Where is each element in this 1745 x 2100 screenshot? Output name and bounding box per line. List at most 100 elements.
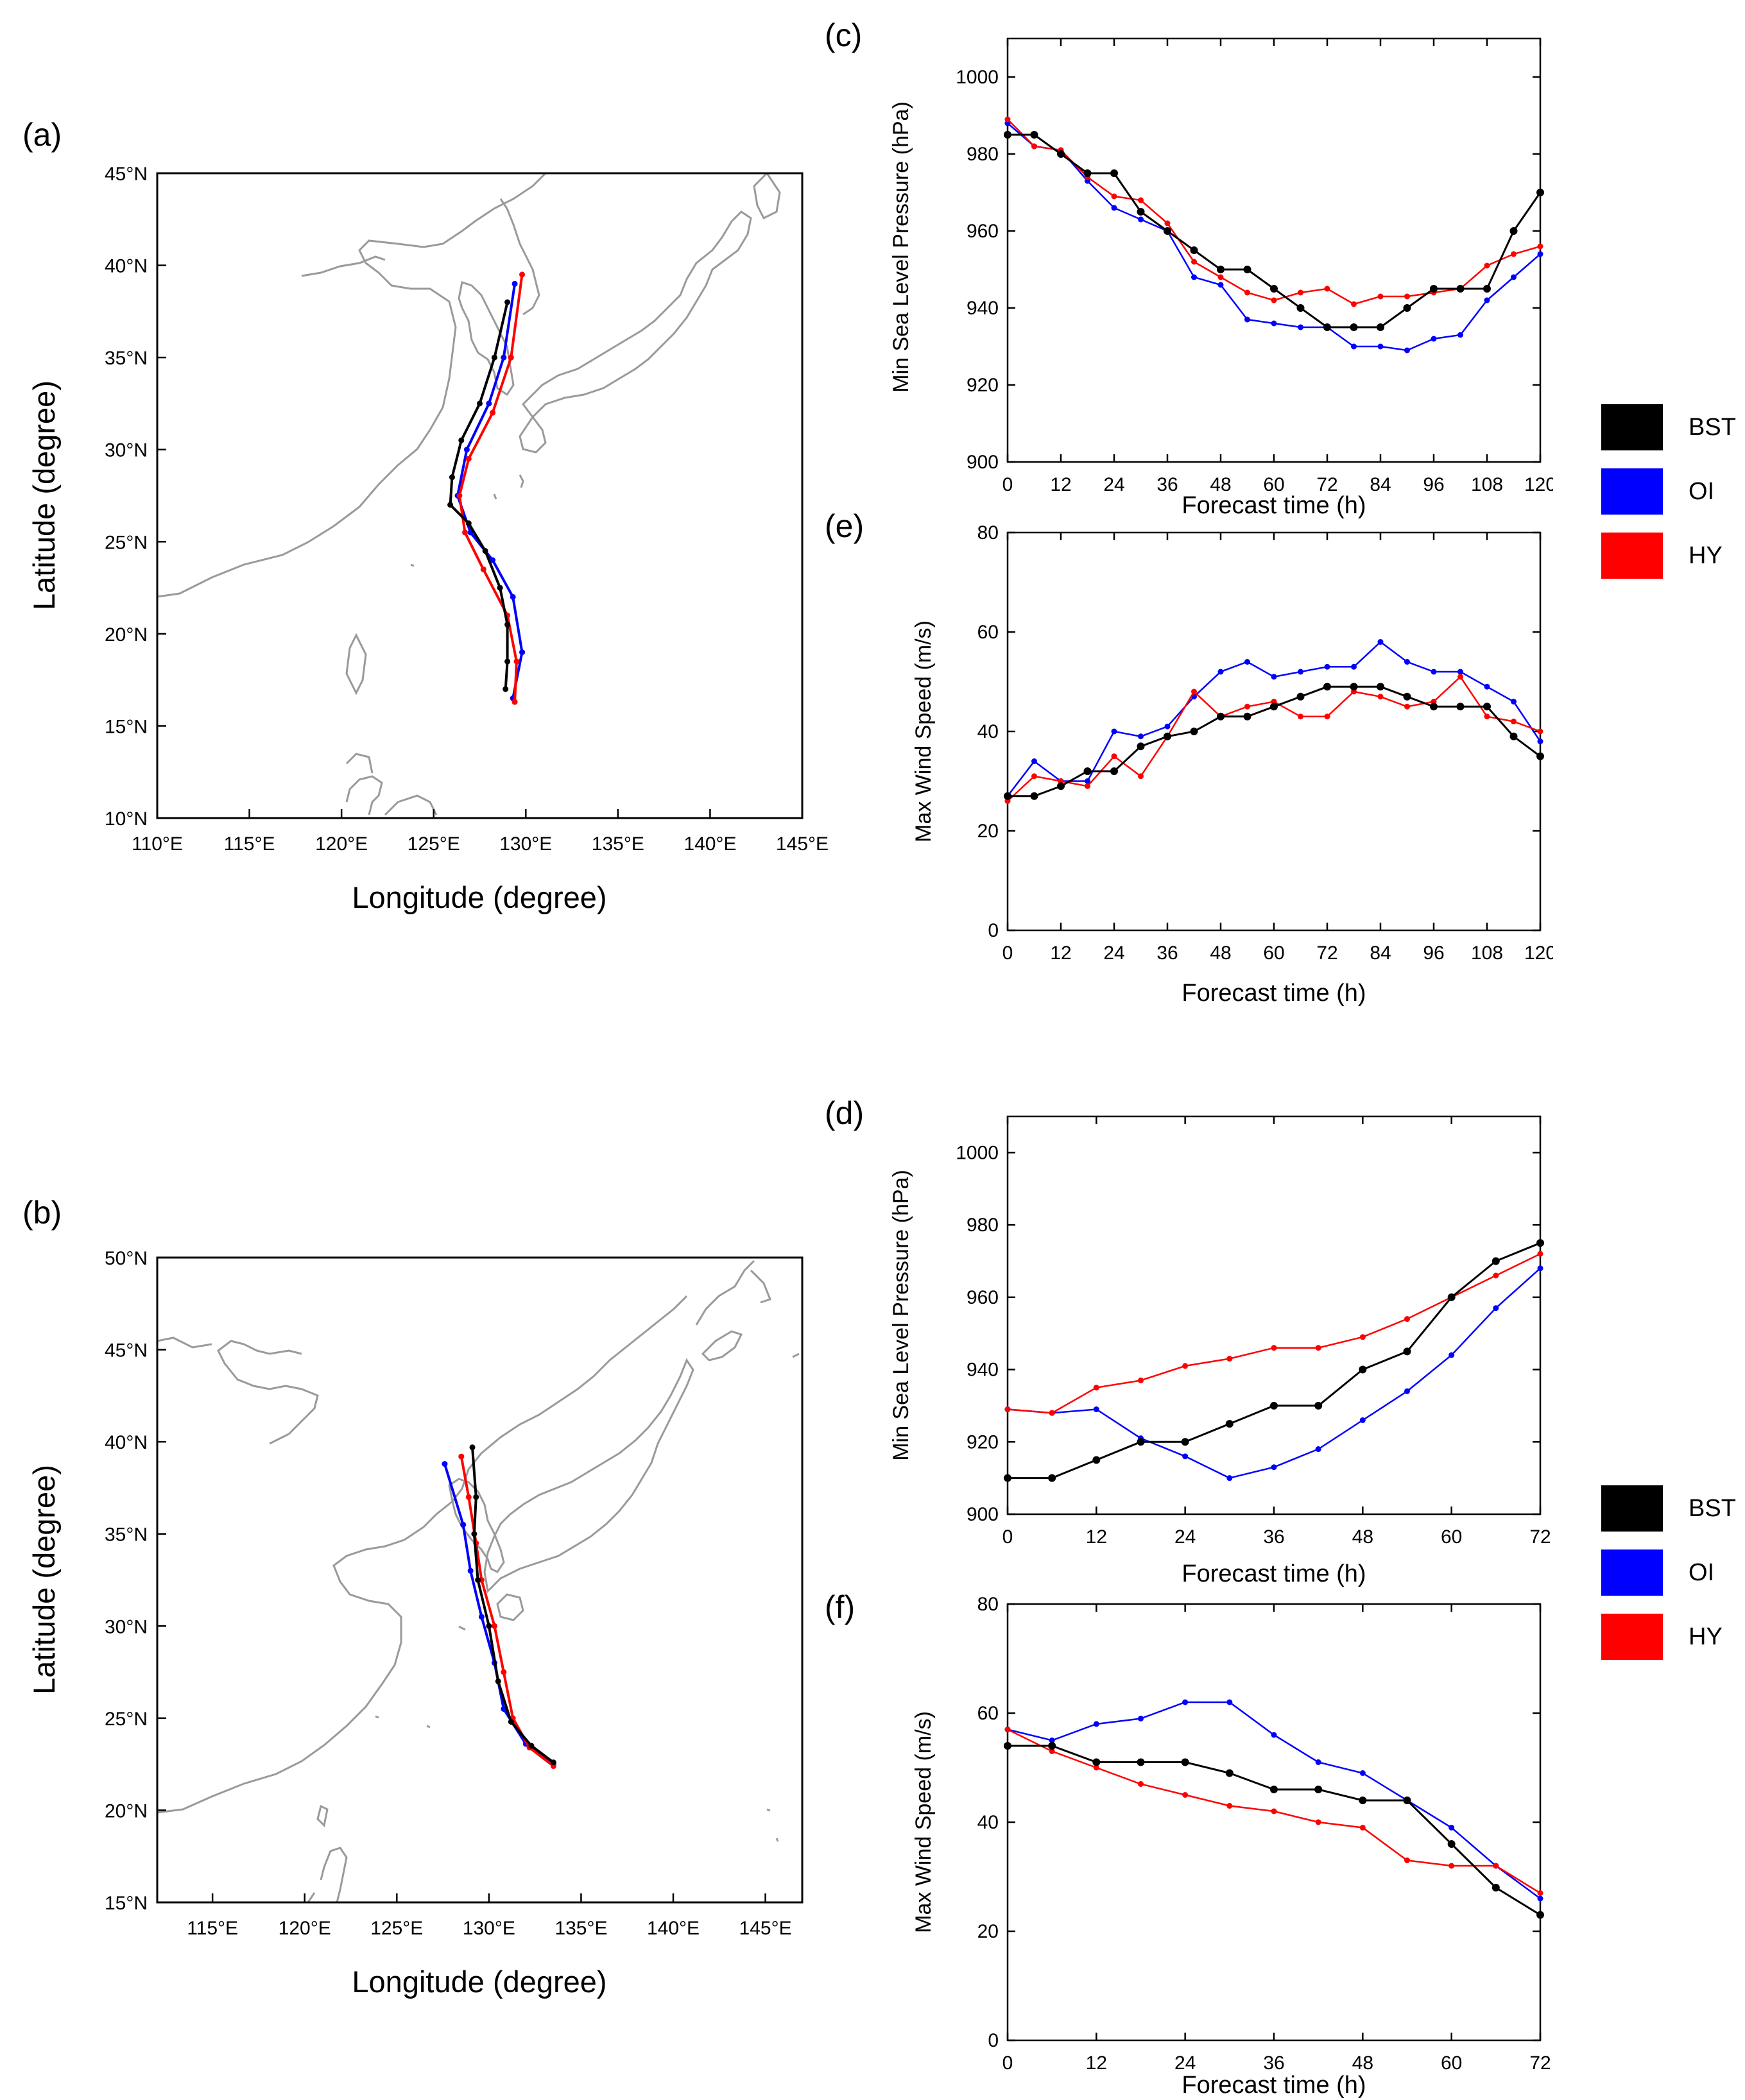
track-point-oi [463,447,470,453]
data-point-oi [1457,332,1463,338]
ytick-label-e: 0 [988,920,999,941]
data-point-bst [1190,246,1198,254]
ytick-label-b: 30°N [105,1616,148,1637]
track-point-oi [460,1521,467,1528]
plot-frame-e [1006,531,1542,932]
data-point-bst [1004,792,1011,800]
legend-swatch-oi [1601,468,1663,515]
xtick-label-b: 115°E [187,1918,238,1939]
data-point-bst [1403,692,1411,701]
xtick-label-a: 120°E [315,833,368,855]
data-point-oi [1351,663,1357,670]
track-point-hy [511,699,518,705]
track-point-oi [478,1614,485,1620]
tracks-a [447,271,526,705]
track-point-oi [519,649,526,656]
xlabel-a: Longitude (degree) [352,880,606,914]
data-point-oi [1271,320,1277,327]
data-point-bst [1030,792,1038,800]
data-point-bst [1403,1347,1411,1356]
data-point-bst [1536,752,1544,760]
data-point-bst [1243,712,1251,721]
data-point-hy [1404,1857,1410,1863]
data-point-oi [1431,336,1437,342]
data-point-oi [1271,1732,1277,1738]
data-point-hy [1191,259,1197,265]
xtick-label-b: 125°E [370,1918,423,1939]
series-line-oi-d [1007,1267,1541,1479]
xtick-label-a: 140°E [683,833,736,855]
xtick-label-f: 36 [1263,2053,1284,2074]
data-point-oi [1138,1716,1144,1721]
track-point-hy [513,658,520,665]
data-point-hy [1298,713,1303,720]
data-point-bst [1403,1797,1411,1804]
data-point-hy [1271,1808,1277,1814]
track-point-hy [465,456,472,462]
ytick-label-f: 80 [977,1594,999,1615]
ytick-label-a: 40°N [105,256,148,277]
data-point-bst [1217,266,1225,273]
data-point-bst [1350,683,1358,691]
data-point-oi [1182,1453,1189,1460]
data-point-bst [1447,1840,1456,1848]
data-point-oi [1359,1417,1366,1423]
data-point-oi [1315,1759,1321,1765]
ytick-label-b: 50°N [105,1248,148,1269]
series-c [1004,116,1544,354]
data-point-oi [1138,216,1144,223]
coastlines-a [157,173,781,816]
track-point-bst [449,474,455,481]
data-point-oi [1377,343,1384,350]
track-point-oi [501,1706,507,1712]
data-point-oi [1324,663,1330,670]
data-point-hy [1537,1251,1543,1257]
xtick-label-a: 130°E [499,833,552,855]
xtick-label-e: 36 [1156,943,1178,964]
data-point-oi [1111,205,1117,211]
chart-panel-e: 0 12 24 36 48 60 72 84 96 108 120 0 20 40 60 80 Forecas… [911,522,1553,1007]
data-point-oi [1111,728,1117,735]
data-point-hy [1244,703,1250,710]
xtick-label-e: 24 [1103,943,1124,964]
data-point-oi [1448,1352,1455,1358]
data-point-oi [1377,639,1384,645]
track-point-hy [490,409,496,416]
data-point-oi [1244,316,1250,323]
data-point-hy [1271,1345,1277,1351]
data-point-bst [1296,304,1305,312]
data-point-oi [1271,674,1277,680]
data-point-hy [1004,1727,1011,1732]
ytick-label-c: 980 [967,144,999,165]
ytick-label-c: 900 [967,452,999,473]
data-point-hy [1351,301,1357,307]
track-point-bst [471,1531,477,1537]
data-point-hy [1085,783,1090,789]
ytick-label-b: 45°N [105,1340,148,1362]
data-point-hy [1004,1406,1011,1413]
data-point-hy [1164,220,1171,226]
track-point-oi [510,593,516,600]
data-point-bst [1323,323,1331,331]
data-point-oi [1359,1770,1366,1776]
xtick-label-e: 72 [1316,943,1337,964]
xtick-label-b: 140°E [647,1918,700,1939]
track-point-oi [511,280,518,287]
track-point-bst [447,502,454,508]
legend-item-bst-2: BST [1601,1485,1736,1532]
data-point-oi [1537,1895,1543,1902]
xtick-label-f: 48 [1352,2053,1373,2074]
legend-item-bst: BST [1601,404,1736,450]
data-point-hy [1377,694,1384,700]
track-point-bst [477,400,483,407]
track-point-bst [504,658,511,665]
data-point-hy [1493,1863,1499,1869]
data-point-bst [1217,712,1225,721]
legend-label-bst-2: BST [1689,1494,1736,1522]
data-point-bst [1270,285,1278,293]
ylabel-a: Latitude (degree) [27,380,61,610]
xtick-label-a: 125°E [408,833,460,855]
track-point-bst [465,520,472,527]
data-point-oi [1298,324,1303,330]
xtick-label-b: 145°E [739,1918,792,1939]
